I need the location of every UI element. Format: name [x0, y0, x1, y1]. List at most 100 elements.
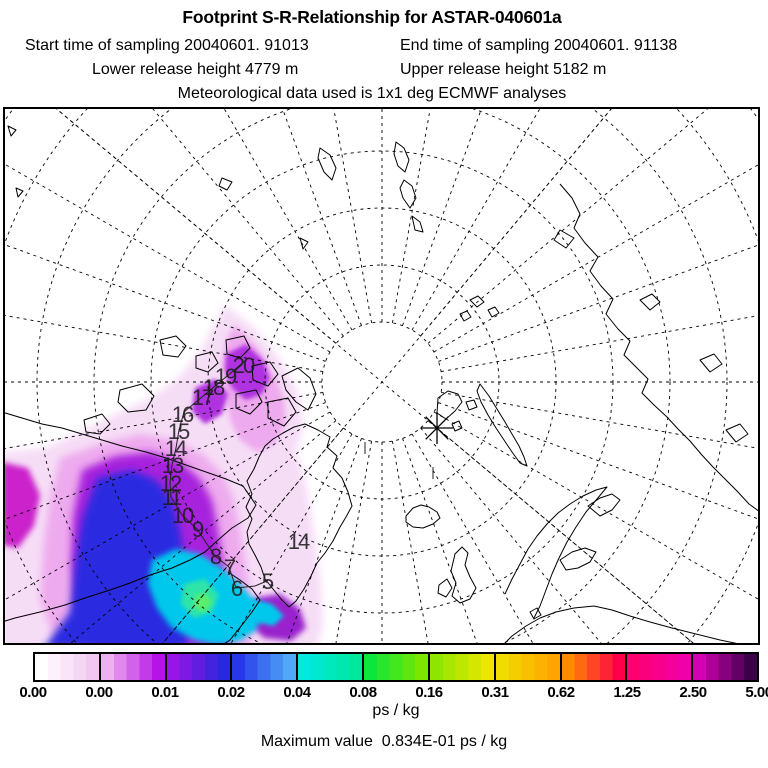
meridian-line [433, 163, 760, 353]
coastline-path [317, 147, 337, 181]
meridian-line [441, 391, 760, 450]
coastline-path [411, 215, 424, 233]
colorbar-unit: ps / kg [372, 702, 420, 719]
coastline-path [83, 413, 111, 435]
coastline-path [553, 229, 575, 249]
coastline-path [245, 423, 353, 608]
meridian-line [420, 107, 614, 337]
day-label: 11 [162, 485, 183, 510]
day-label: 8 [210, 544, 222, 569]
coastline-path [476, 383, 528, 467]
colorbar-segment [98, 654, 165, 680]
meridian-line [222, 107, 353, 331]
colorbar-segment [625, 654, 692, 680]
coastline-path [587, 493, 621, 517]
coastline-path [436, 390, 463, 420]
maximum-value-text: Maximum value 0.834E-01 ps / kg [260, 733, 508, 750]
colorbar-tick-label: 2.50 [679, 684, 707, 701]
meridian-line [441, 314, 760, 373]
trajectory-line [169, 359, 268, 589]
meridian-line [3, 391, 323, 450]
meridian-line [3, 314, 323, 373]
coastline-path [399, 179, 417, 209]
meridian-line [3, 411, 331, 602]
coastline-path [221, 571, 261, 645]
coastline-path [3, 411, 257, 623]
back-trajectory [169, 359, 434, 589]
meridian-line [285, 438, 362, 645]
coastline-path [725, 423, 749, 443]
colorbar-tick-label: 0.62 [547, 684, 575, 701]
meridian-line [411, 433, 535, 645]
coastline-path [393, 141, 410, 173]
receptor-star-icon [421, 412, 453, 444]
meridian-line [402, 107, 483, 326]
meridian-line [67, 420, 337, 645]
coastline-path [451, 420, 463, 432]
coastline-path [504, 486, 608, 619]
coastline-path [159, 335, 187, 358]
figure-title: Footprint S-R-Relationship for ASTAR-040… [182, 7, 562, 27]
day-label: 12 [160, 471, 182, 496]
coastline-path [437, 578, 453, 598]
day-label: 6 [231, 576, 243, 601]
met-data-text: Meteorological data used is 1x1 deg ECMW… [177, 85, 567, 102]
colorbar-tick-label: 5.00 [745, 684, 768, 701]
meridian-line [3, 402, 326, 521]
coastline-path [218, 177, 233, 191]
coastline-path [469, 295, 485, 308]
colorbar-tick-label: 0.16 [415, 684, 443, 701]
coastline-path [699, 353, 723, 373]
meridian-line [433, 411, 760, 601]
colorbar-segment [427, 654, 494, 680]
end-time-text: End time of sampling 20040601. 91138 [400, 37, 678, 54]
coastline-path [487, 306, 500, 318]
day-label: 16 [172, 402, 194, 427]
footprint-violet-streak-2 [192, 379, 228, 424]
colorbar-tick-label: 0.02 [217, 684, 245, 701]
colorbar-segment [35, 654, 99, 680]
footprint-cyan-arm [250, 598, 284, 626]
footprint-green [194, 593, 212, 612]
coastline-path [7, 125, 17, 137]
coastline-path [281, 367, 317, 411]
day-label: 10 [172, 503, 194, 528]
meridian-line [150, 107, 344, 337]
colorbar [33, 652, 759, 682]
coastline-path [450, 546, 477, 604]
meridian-line [438, 243, 760, 362]
star-ray [425, 416, 449, 440]
colorbar-segment [493, 654, 560, 680]
meridian-line [333, 107, 373, 323]
colorbar-tick-label: 0.00 [85, 684, 113, 701]
coastline-path [117, 383, 155, 413]
coastlines [3, 125, 760, 645]
day-label: 13 [162, 453, 184, 478]
latitude-circle [93, 107, 671, 645]
latitude-circle [36, 107, 728, 645]
meridian-line [427, 107, 711, 344]
meridian-line [402, 438, 479, 645]
day-label: 17 [192, 385, 214, 410]
colorbar-segment [362, 654, 428, 680]
colorbar-tick-label: 0.00 [19, 684, 47, 701]
coastline-path [639, 293, 661, 311]
coastline-path [559, 183, 760, 513]
meridian-line [335, 441, 373, 645]
day-label: 14 [165, 436, 187, 461]
meridian-line [391, 441, 429, 645]
coastline-path [529, 607, 542, 620]
colorbar-tick-label: 0.01 [151, 684, 179, 701]
colorbar-segment [164, 654, 231, 680]
pole-cross-meridian [160, 107, 614, 645]
day-label: 5 [262, 569, 274, 594]
upper-release-text: Upper release height 5182 m [400, 61, 607, 78]
meridian-line [411, 107, 542, 331]
colorbar-segment [230, 654, 297, 680]
graticule [3, 107, 760, 645]
colorbar-segment [691, 654, 757, 680]
coastline-path [405, 504, 441, 529]
coastline-path [299, 237, 309, 250]
meridian-line [3, 162, 331, 353]
day-label: 19 [215, 364, 237, 389]
